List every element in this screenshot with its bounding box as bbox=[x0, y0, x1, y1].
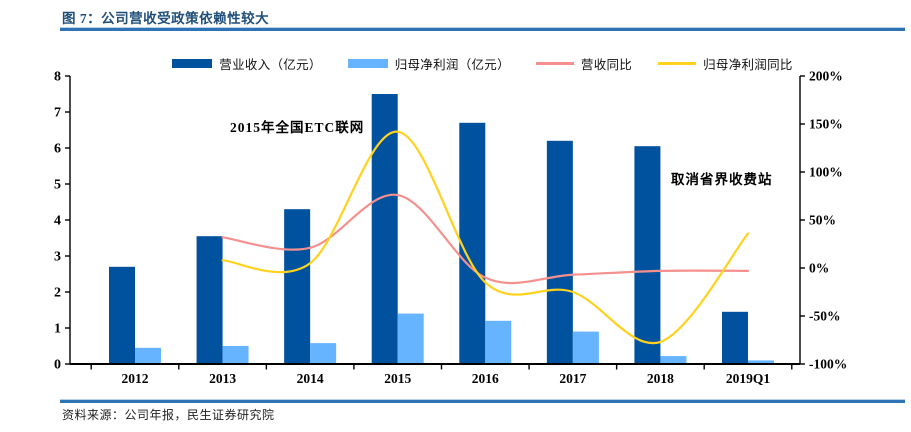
left-tick-label: 5 bbox=[54, 178, 61, 193]
x-axis-label: 2013 bbox=[209, 371, 236, 386]
x-axis-label: 2018 bbox=[647, 371, 674, 386]
right-tick-label: 50% bbox=[809, 213, 836, 228]
annotation-toll-station: 取消省界收费站 bbox=[671, 172, 773, 187]
revenue-yoy-line bbox=[221, 193, 750, 285]
header-rule bbox=[60, 27, 905, 31]
source-note: 资料来源：公司年报，民生证券研究院 bbox=[62, 408, 275, 422]
bar-revenue-2012 bbox=[109, 266, 135, 364]
legend-item-net-profit: 归母净利润（亿元） bbox=[347, 54, 510, 73]
x-axis-label: 2014 bbox=[297, 371, 324, 386]
bar-revenue-2013 bbox=[196, 236, 223, 364]
left-tick-label: 0 bbox=[54, 358, 61, 373]
x-axis-label: 2016 bbox=[472, 371, 499, 386]
legend-label: 归母净利润同比 bbox=[703, 58, 793, 72]
legend-label: 归母净利润（亿元） bbox=[394, 58, 510, 72]
bar-net-profit-2019Q1 bbox=[747, 360, 774, 364]
revenue-yoy-line-swatch-icon bbox=[535, 62, 574, 65]
bar-net-profit-2015 bbox=[397, 313, 424, 364]
figure-title: 图 7：公司营收受政策依赖性较大 bbox=[62, 11, 270, 26]
x-axis-label: 2019Q1 bbox=[726, 371, 771, 386]
bar-net-profit-2018 bbox=[660, 356, 687, 364]
annotation-etc-network: 2015年全国ETC联网 bbox=[230, 120, 365, 135]
bar-revenue-2015 bbox=[371, 94, 398, 364]
left-tick-label: 6 bbox=[54, 142, 61, 157]
right-tick-label: 0% bbox=[809, 261, 829, 276]
bar-net-profit-2013 bbox=[222, 346, 249, 364]
legend-item-net-profit-yoy: 归母净利润同比 bbox=[658, 54, 793, 73]
net-profit-bar-swatch-icon bbox=[347, 59, 388, 68]
bar-net-profit-2016 bbox=[485, 320, 512, 364]
right-tick-label: -50% bbox=[809, 309, 841, 324]
left-tick-label: 7 bbox=[54, 106, 61, 121]
left-tick-label: 8 bbox=[54, 70, 61, 85]
bar-revenue-2017 bbox=[546, 140, 573, 364]
left-tick-label: 2 bbox=[54, 286, 61, 301]
bar-revenue-2019Q1 bbox=[721, 311, 748, 364]
legend-item-revenue: 营业收入（亿元） bbox=[172, 54, 321, 73]
left-tick-label: 3 bbox=[54, 250, 61, 265]
net-profit-yoy-line bbox=[221, 130, 750, 345]
bar-revenue-2018 bbox=[634, 146, 661, 364]
revenue-bar-swatch-icon bbox=[172, 59, 213, 68]
bar-net-profit-2017 bbox=[572, 331, 599, 364]
footer-rule bbox=[60, 399, 905, 403]
legend-item-revenue-yoy: 营收同比 bbox=[535, 54, 633, 73]
right-tick-label: 100% bbox=[809, 165, 843, 180]
left-tick-label: 4 bbox=[54, 214, 61, 229]
net-profit-yoy-line-swatch-icon bbox=[658, 62, 697, 65]
right-tick-label: 150% bbox=[809, 117, 843, 132]
chart-legend: 营业收入（亿元） 归母净利润（亿元） 营收同比 归母净利润同比 bbox=[60, 54, 905, 73]
x-axis-label: 2017 bbox=[559, 371, 586, 386]
bar-net-profit-2014 bbox=[310, 343, 337, 364]
left-tick-label: 1 bbox=[54, 322, 61, 337]
bar-net-profit-2012 bbox=[135, 347, 161, 364]
bar-revenue-2016 bbox=[459, 122, 486, 364]
x-axis-label: 2012 bbox=[122, 371, 149, 386]
right-tick-label: -100% bbox=[809, 357, 847, 372]
bar-revenue-2014 bbox=[284, 209, 311, 364]
right-tick-label: 200% bbox=[809, 69, 843, 84]
x-axis-label: 2015 bbox=[384, 371, 411, 386]
legend-label: 营收同比 bbox=[580, 58, 633, 72]
legend-label: 营业收入（亿元） bbox=[219, 58, 322, 72]
